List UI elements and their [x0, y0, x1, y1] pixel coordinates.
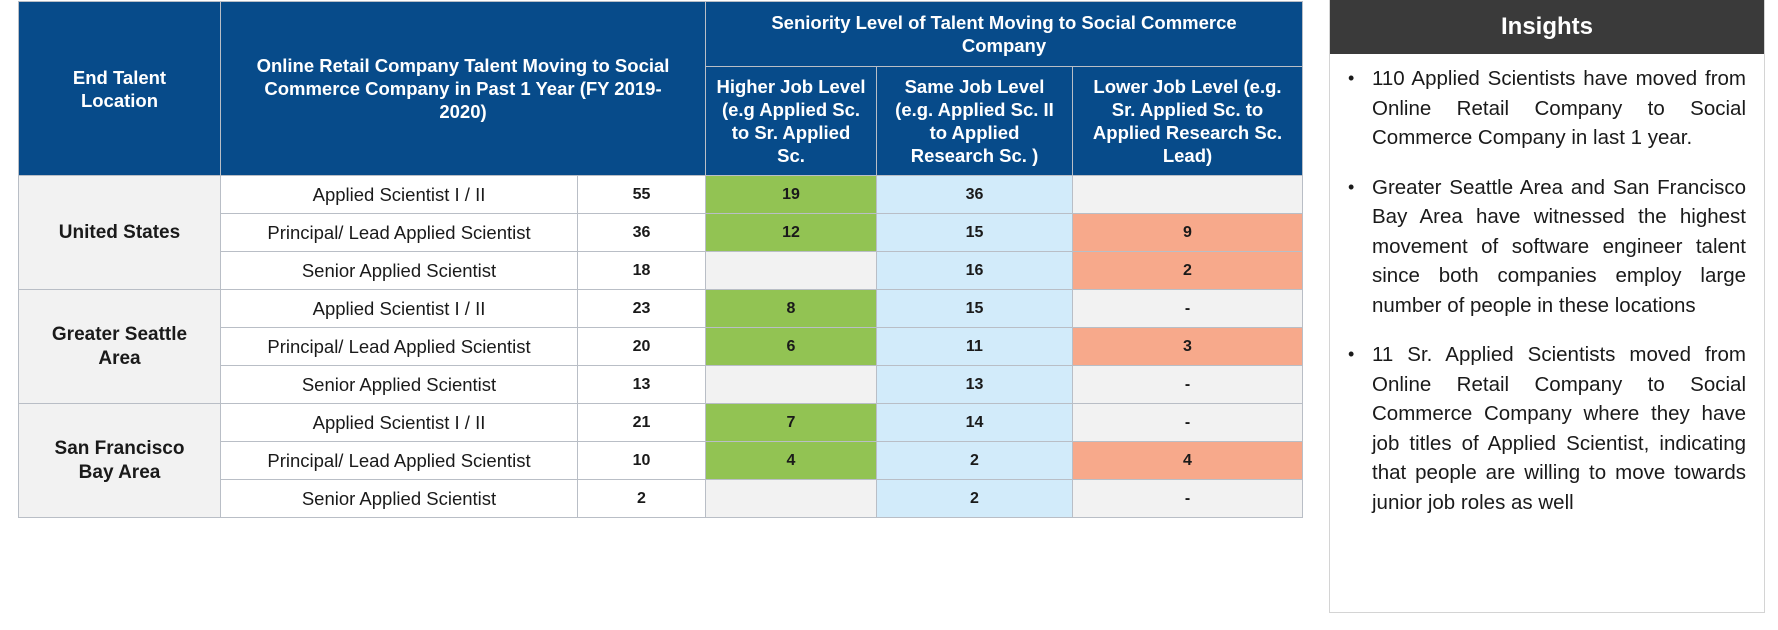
- table-row: Senior Applied Scientist 13 13-: [19, 365, 1303, 404]
- lower-level-cell: 2: [1072, 251, 1303, 290]
- job-title-cell: Principal/ Lead Applied Scientist: [220, 327, 578, 366]
- location-cell: San Francisco Bay Area: [18, 403, 221, 518]
- table-row: United States Applied Scientist I / II 55 1…: [18, 175, 1303, 290]
- talent-count-cell: 55: [577, 175, 706, 214]
- talent-count-cell: 21: [577, 403, 706, 442]
- talent-count-cell: 36: [577, 213, 706, 252]
- lower-level-cell: -: [1072, 403, 1303, 442]
- lower-level-cell: 9: [1072, 213, 1303, 252]
- higher-level-cell: 4: [705, 441, 877, 480]
- same-level-cell: 14: [876, 403, 1073, 442]
- header-seniority-level: Seniority Level of Talent Moving to Soci…: [705, 1, 1303, 67]
- higher-level-cell: [705, 365, 877, 404]
- job-title-cell: Applied Scientist I / II: [220, 289, 578, 328]
- talent-count-cell: 20: [577, 327, 706, 366]
- insight-item: • Greater Seattle Area and San Francisco …: [1342, 173, 1746, 321]
- table-row: Principal/ Lead Applied Scientist 10 4 2 4: [19, 441, 1303, 480]
- table-body: United States Applied Scientist I / II 55 1…: [18, 175, 1303, 518]
- talent-movement-table: End Talent Location Online Retail Compan…: [18, 1, 1303, 518]
- talent-count-cell: 2: [577, 479, 706, 518]
- table-row: Principal/ Lead Applied Scientist 36 12 15 9: [19, 213, 1303, 252]
- same-level-cell: 16: [876, 251, 1073, 290]
- job-title-cell: Applied Scientist I / II: [220, 175, 578, 214]
- bullet-icon: •: [1348, 68, 1355, 88]
- same-level-cell: 15: [876, 289, 1073, 328]
- insight-item: • 11 Sr. Applied Scientists moved from On…: [1342, 340, 1746, 517]
- job-title-cell: Senior Applied Scientist: [220, 365, 578, 404]
- header-same-job-level: Same Job Level (e.g. Applied Sc. II to A…: [876, 66, 1073, 176]
- location-cell: United States: [18, 175, 221, 290]
- bullet-icon: •: [1348, 176, 1355, 197]
- higher-level-cell: 6: [705, 327, 877, 366]
- same-level-cell: 11: [876, 327, 1073, 366]
- lower-level-cell: [1072, 175, 1303, 214]
- lower-level-cell: -: [1072, 479, 1303, 518]
- higher-level-cell: 8: [705, 289, 877, 328]
- higher-level-cell: 7: [705, 403, 877, 442]
- higher-level-cell: [705, 479, 877, 518]
- higher-level-cell: 12: [705, 213, 877, 252]
- job-title-cell: Senior Applied Scientist: [220, 479, 578, 518]
- insights-title: Insights: [1330, 0, 1764, 54]
- same-level-cell: 2: [876, 441, 1073, 480]
- location-cell: Greater Seattle Area: [18, 289, 221, 404]
- header-higher-job-level: Higher Job Level (e.g Applied Sc. to Sr.…: [705, 66, 877, 176]
- same-level-cell: 36: [876, 175, 1073, 214]
- table-row: Senior Applied Scientist 2 2-: [19, 479, 1303, 518]
- insight-item: • 110 Applied Scientists have moved from …: [1342, 64, 1746, 153]
- table-row: Greater Seattle Area Applied Scientist I …: [18, 289, 1303, 404]
- higher-level-cell: 19: [705, 175, 877, 214]
- same-level-cell: 13: [876, 365, 1073, 404]
- lower-level-cell: -: [1072, 365, 1303, 404]
- job-title-cell: Applied Scientist I / II: [220, 403, 578, 442]
- same-level-cell: 2: [876, 479, 1073, 518]
- table-row: San Francisco Bay Area Applied Scientist …: [18, 403, 1303, 518]
- talent-count-cell: 10: [577, 441, 706, 480]
- insights-panel: Insights • 110 Applied Scientists have mo…: [1329, 0, 1765, 613]
- job-title-cell: Principal/ Lead Applied Scientist: [220, 213, 578, 252]
- talent-count-cell: 13: [577, 365, 706, 404]
- header-lower-job-level: Lower Job Level (e.g. Sr. Applied Sc. to…: [1072, 66, 1303, 176]
- bullet-icon: •: [1348, 344, 1355, 364]
- header-end-talent-location: End Talent Location: [18, 1, 221, 176]
- same-level-cell: 15: [876, 213, 1073, 252]
- header-talent-moving: Online Retail Company Talent Moving to S…: [220, 1, 706, 176]
- lower-level-cell: 3: [1072, 327, 1303, 366]
- lower-level-cell: -: [1072, 289, 1303, 328]
- lower-level-cell: 4: [1072, 441, 1303, 480]
- table-row: Principal/ Lead Applied Scientist 20 6 11 3: [19, 327, 1303, 366]
- talent-count-cell: 23: [577, 289, 706, 328]
- job-title-cell: Senior Applied Scientist: [220, 251, 578, 290]
- job-title-cell: Principal/ Lead Applied Scientist: [220, 441, 578, 480]
- table-row: Senior Applied Scientist 18 16 2: [19, 251, 1303, 290]
- insights-list: • 110 Applied Scientists have moved from …: [1330, 54, 1764, 517]
- talent-count-cell: 18: [577, 251, 706, 290]
- higher-level-cell: [705, 251, 877, 290]
